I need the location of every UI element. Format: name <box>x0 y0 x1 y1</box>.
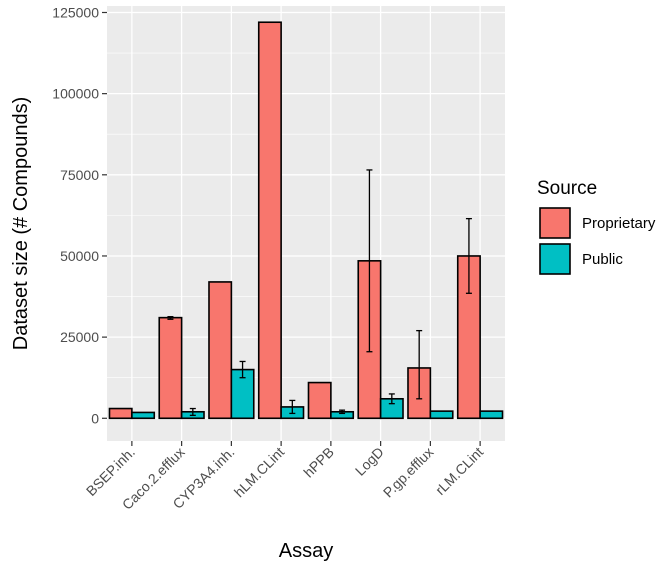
bar-proprietary <box>109 409 131 419</box>
bar-public <box>132 412 154 418</box>
bar-public <box>480 411 502 418</box>
y-tick-label: 25000 <box>60 329 99 345</box>
legend-title: Source <box>537 178 597 199</box>
legend: Source Proprietary Public <box>537 178 656 274</box>
x-tick-label: hPPB <box>300 444 337 481</box>
y-axis-title: Dataset size (# Compounds) <box>10 97 32 350</box>
bar-proprietary <box>308 383 330 419</box>
x-axis-title: Assay <box>279 540 333 562</box>
bar-proprietary <box>209 282 231 418</box>
legend-label-proprietary: Proprietary <box>582 215 656 232</box>
y-tick-label: 0 <box>91 410 99 426</box>
y-tick-label: 100000 <box>52 86 99 102</box>
bar-proprietary <box>159 318 181 419</box>
x-tick-label: P.gp.efflux <box>380 444 437 501</box>
legend-key-public <box>540 244 570 274</box>
legend-label-public: Public <box>582 251 623 268</box>
legend-key-proprietary <box>540 208 570 238</box>
x-tick-label: rLM.CLint <box>432 444 486 498</box>
bar-proprietary <box>259 22 281 418</box>
y-tick-label: 75000 <box>60 167 99 183</box>
x-tick-label: LogD <box>352 444 387 479</box>
y-tick-label: 125000 <box>52 4 99 20</box>
y-tick-label: 50000 <box>60 248 99 264</box>
bar-public <box>430 411 452 418</box>
x-tick-label: hLM.CLint <box>231 444 288 501</box>
